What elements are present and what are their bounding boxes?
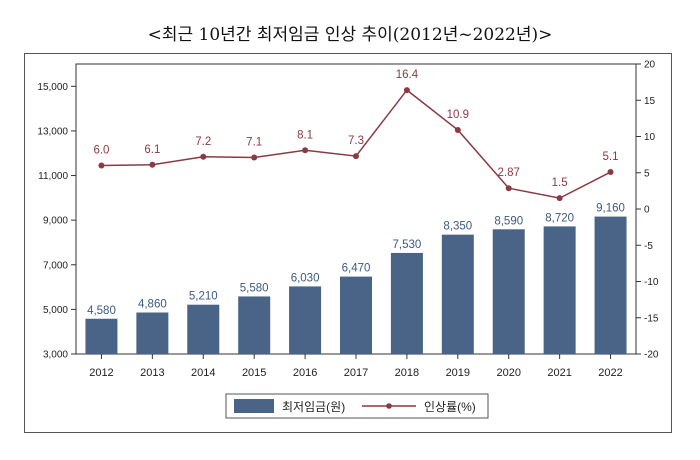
legend: 최저임금(원) 인상률(%) — [225, 393, 489, 419]
right-axis-tick-label: -20 — [644, 350, 659, 361]
bar — [441, 234, 474, 354]
x-axis-tick-label: 2012 — [89, 367, 113, 379]
rate-point — [302, 147, 309, 154]
left-axis: 3,000 5,000 7,000 9,000 11,000 13,000 15,000 — [37, 82, 76, 361]
right-axis: -20 -15 -10 -5 0 5 10 15 20 — [636, 60, 659, 361]
rate-point — [200, 153, 207, 160]
right-axis-tick-label: 10 — [644, 132, 656, 143]
left-axis-tick-label: 11,000 — [38, 171, 68, 182]
right-axis-tick-label: -15 — [644, 313, 659, 324]
bar — [136, 312, 169, 354]
rate-point — [353, 153, 359, 160]
left-axis-tick-label: 9,000 — [43, 216, 68, 227]
bar-value-labels: 4,580 4,860 5,210 5,580 6,030 6,470 7,530 8,350… — [87, 203, 625, 317]
bar-value-label: 6,470 — [342, 263, 371, 275]
bar-series — [85, 216, 627, 354]
rate-point — [454, 126, 461, 133]
rate-point — [251, 154, 258, 161]
bar-value-label: 8,590 — [494, 215, 523, 227]
chart-frame — [24, 53, 672, 433]
bar-value-label: 8,720 — [545, 212, 574, 224]
legend-bar-label: 최저임금(원) — [282, 400, 345, 414]
bar — [543, 226, 576, 354]
rate-value-label: 8.1 — [297, 129, 313, 141]
x-axis-tick-label: 2018 — [395, 367, 419, 379]
left-axis-tick-label: 3,000 — [43, 350, 68, 361]
x-axis-tick-label: 2013 — [140, 367, 164, 379]
rate-value-label: 7.3 — [348, 135, 364, 147]
bar-value-label: 5,580 — [240, 282, 269, 294]
x-axis-tick-label: 2021 — [547, 367, 571, 379]
x-axis-tick-label: 2016 — [293, 367, 317, 379]
left-axis-tick-label: 13,000 — [37, 126, 68, 137]
rate-value-label: 2.87 — [498, 167, 520, 179]
legend-line-marker — [386, 403, 392, 409]
bar — [340, 276, 372, 354]
legend-line-label: 인상률(%) — [424, 400, 476, 414]
bar-value-label: 5,210 — [189, 291, 218, 303]
left-axis-tick-label: 7,000 — [43, 260, 68, 271]
x-axis-tick-label: 2017 — [344, 367, 368, 379]
bar-value-label: 7,530 — [393, 239, 422, 251]
rate-point — [403, 87, 410, 94]
x-axis-tick-label: 2020 — [496, 367, 520, 379]
bar — [390, 252, 423, 354]
x-axis-tick-label: 2019 — [446, 367, 470, 379]
rate-point — [607, 169, 614, 176]
rate-value-label: 6.1 — [144, 144, 160, 156]
left-axis-tick-label: 15,000 — [37, 82, 68, 93]
bar — [238, 296, 271, 354]
bar-value-label: 6,030 — [291, 272, 320, 284]
left-axis-tick-label: 5,000 — [43, 305, 68, 316]
rate-value-label: 7.2 — [195, 136, 211, 148]
right-axis-tick-label: 5 — [644, 168, 650, 179]
bar — [289, 286, 322, 354]
right-axis-tick-label: 15 — [644, 96, 656, 107]
x-axis-tick-label: 2014 — [191, 367, 215, 379]
x-axis-tick-label: 2022 — [598, 367, 622, 379]
bar-value-label: 8,350 — [443, 221, 472, 233]
rate-value-label: 1.5 — [552, 177, 568, 189]
chart-title: <최근 10년간 최저임금 인상 추이(2012년~2022년)> — [147, 25, 553, 45]
bar — [594, 216, 627, 354]
bar-value-label: 4,580 — [87, 305, 116, 317]
rate-value-label: 5.1 — [603, 151, 619, 163]
bar-value-label: 9,160 — [596, 203, 625, 215]
bar — [492, 229, 525, 354]
rate-point — [505, 185, 512, 192]
right-axis-tick-label: -10 — [644, 277, 659, 288]
rate-point — [98, 162, 105, 169]
rate-point — [556, 195, 563, 202]
right-axis-tick-label: 0 — [644, 205, 650, 216]
line-series — [98, 87, 614, 202]
bar — [85, 318, 118, 354]
x-axis-tick-label: 2015 — [242, 367, 266, 379]
bar-value-label: 4,860 — [138, 299, 167, 311]
legend-bar-swatch — [234, 399, 274, 413]
rate-value-label: 16.4 — [396, 69, 419, 81]
line-value-labels: 6.0 6.1 7.2 7.1 8.1 7.3 16.4 10.9 2.87 1.5 5.1 — [93, 69, 618, 189]
rate-value-label: 10.9 — [447, 109, 469, 121]
rate-value-label: 7.1 — [246, 137, 262, 149]
rate-point — [149, 161, 156, 168]
x-axis: 2012 2013 2014 2015 2016 2017 2018 2019 2020 2021… — [89, 354, 623, 379]
right-axis-tick-label: 20 — [644, 60, 656, 71]
rate-value-label: 6.0 — [93, 145, 109, 157]
bar — [187, 304, 220, 354]
right-axis-tick-label: -5 — [644, 241, 653, 252]
